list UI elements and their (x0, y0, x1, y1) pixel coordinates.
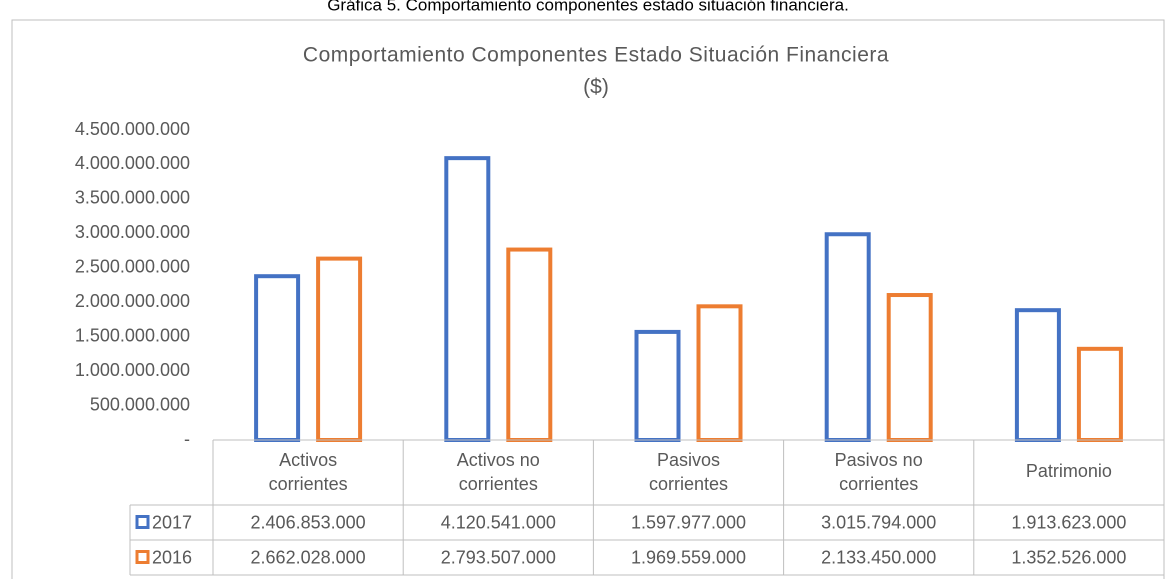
table-value: 2.406.853.000 (251, 512, 366, 532)
bar (1076, 346, 1123, 442)
y-tick-label: 1.000.000.000 (75, 360, 190, 380)
table-value: 2.793.507.000 (441, 547, 556, 567)
bar (824, 232, 871, 442)
chart-title: Comportamiento Componentes Estado Situac… (303, 44, 889, 67)
x-tick-label: Activos no corrientes (457, 450, 540, 494)
chart-subtitle: ($) (583, 76, 609, 99)
y-tick-label: 500.000.000 (90, 394, 190, 414)
x-tick-label: Pasivos no corrientes (835, 450, 923, 494)
table-value: 1.597.977.000 (631, 512, 746, 532)
chart-frame (11, 19, 1165, 579)
table-value: 4.120.541.000 (441, 512, 556, 532)
y-tick-label: 4.000.000.000 (75, 153, 190, 173)
y-tick-label: 3.500.000.000 (75, 188, 190, 208)
legend-swatch (135, 515, 150, 529)
legend-swatch (135, 550, 150, 564)
table-value: 3.015.794.000 (821, 512, 936, 532)
y-tick-label: 1.500.000.000 (75, 325, 190, 345)
table-value: 2.662.028.000 (251, 547, 366, 567)
bar (696, 304, 743, 442)
x-tick-label: Activos corrientes (269, 450, 348, 494)
table-value: 2.133.450.000 (821, 547, 936, 567)
bar (444, 156, 491, 442)
bar (886, 293, 933, 442)
y-tick-label: 3.000.000.000 (75, 222, 190, 242)
y-tick-label: - (184, 429, 190, 449)
bar (1014, 308, 1061, 442)
caption: Gráfica 5. Comportamiento componentes es… (327, 0, 849, 14)
x-tick-label: Patrimonio (1026, 461, 1112, 481)
y-tick-label: 4.500.000.000 (75, 119, 190, 139)
x-tick-label: Pasivos corrientes (649, 450, 728, 494)
bar (506, 247, 553, 442)
table-value: 1.352.526.000 (1011, 547, 1126, 567)
legend-label: 2016 (152, 547, 192, 567)
y-tick-label: 2.500.000.000 (75, 257, 190, 277)
legend-label: 2017 (152, 512, 192, 532)
y-tick-label: 2.000.000.000 (75, 291, 190, 311)
bar (634, 329, 681, 443)
table-value: 1.969.559.000 (631, 547, 746, 567)
table-value: 1.913.623.000 (1011, 512, 1126, 532)
bar (254, 274, 301, 443)
bar (316, 256, 363, 442)
